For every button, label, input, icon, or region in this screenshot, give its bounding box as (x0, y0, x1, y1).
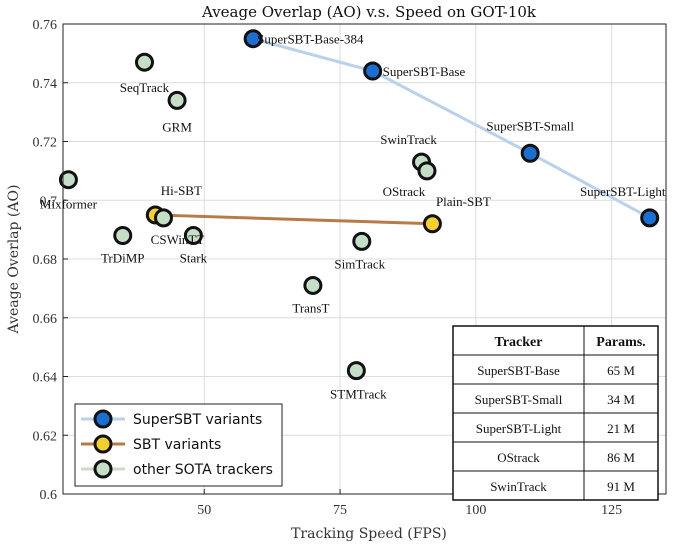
data-point-2-5 (113, 226, 133, 245)
data-point-0-3 (640, 208, 660, 228)
series-line-0 (252, 37, 651, 220)
point-label: STMTrack (330, 387, 387, 402)
y-axis-ticks: 0.6 0.62 0.64 0.66 0.68 0.7 0.72 0.74 0.76 (33, 18, 68, 503)
legend-marker-1 (93, 434, 113, 454)
x-tick-label: 100 (465, 503, 486, 518)
data-point-0-1 (363, 61, 383, 81)
data-point-2-4 (183, 226, 203, 245)
table-header-cell: Params. (596, 335, 645, 350)
table-cell: 65 M (607, 363, 635, 378)
point-label: TransT (292, 300, 329, 315)
y-tick-label: 0.6 (40, 488, 58, 503)
data-point-0-0 (243, 29, 263, 49)
y-tick-label: 0.76 (33, 18, 58, 33)
legend: SuperSBT variants SBT variants other SOTA … (74, 403, 283, 487)
series-lines (155, 37, 651, 226)
data-point-1-1 (422, 214, 442, 234)
table-cell: SwinTrack (490, 479, 547, 494)
table-cell: SuperSBT-Small (475, 392, 563, 407)
x-tick-label: 75 (333, 503, 347, 518)
point-label: SuperSBT-Small (486, 118, 574, 133)
x-tick-label: 125 (601, 503, 622, 518)
table-cell: 86 M (607, 450, 635, 465)
point-label: GRM (162, 119, 192, 134)
table-cell: SuperSBT-Base (477, 363, 560, 378)
legend-label-1: SBT variants (133, 437, 221, 453)
data-points (58, 29, 660, 381)
point-label: Plain-SBT (436, 194, 491, 209)
data-point-2-9 (303, 275, 323, 295)
point-label: SimTrack (334, 256, 385, 271)
point-label: OStrack (383, 184, 426, 199)
point-label: Stark (180, 251, 208, 266)
legend-marker-2 (93, 459, 113, 479)
point-label: SwinTrack (380, 132, 437, 147)
y-tick-label: 0.62 (33, 429, 58, 444)
table-cell: 21 M (607, 421, 635, 436)
legend-label-2: other SOTA trackers (133, 462, 273, 478)
data-point-2-2 (58, 170, 78, 190)
data-point-2-10 (346, 361, 366, 381)
y-tick-label: 0.7 (40, 194, 58, 209)
data-point-2-8 (352, 231, 372, 251)
legend-label-0: SuperSBT variants (133, 412, 262, 428)
point-label: SuperSBT-Base (383, 64, 466, 79)
data-point-0-2 (520, 143, 540, 163)
y-tick-label: 0.74 (33, 77, 58, 92)
y-tick-label: 0.68 (33, 253, 58, 268)
point-label: SuperSBT-Base-384 (257, 32, 364, 47)
data-point-2-0 (134, 52, 154, 72)
y-tick-label: 0.64 (33, 371, 58, 386)
data-point-2-1 (167, 90, 187, 110)
y-tick-label: 0.72 (33, 136, 58, 151)
data-point-2-7 (417, 161, 437, 181)
point-label: Hi-SBT (161, 183, 202, 198)
series-line-1 (155, 213, 433, 226)
point-label: Mixformer (40, 197, 98, 212)
y-tick-label: 0.66 (33, 312, 58, 327)
point-labels: SuperSBT-Base-384 SuperSBT-Base SuperSBT-S… (40, 32, 666, 402)
y-axis-label: Aveage Overlap (AO) (6, 185, 22, 335)
point-label: SuperSBT-Light (580, 184, 666, 199)
table-cell: 34 M (607, 392, 635, 407)
x-axis-label: Tracking Speed (FPS) (291, 526, 447, 542)
table-cell: SuperSBT-Light (476, 421, 562, 436)
table-header-cell: Tracker (495, 335, 543, 350)
point-label: CSWinTT (151, 232, 205, 247)
point-label: TrDiMP (101, 251, 145, 266)
chart-title: Aveage Overlap (AO) v.s. Speed on GOT-10… (201, 3, 537, 21)
table-cell: OStrack (497, 450, 540, 465)
data-point-2-3 (154, 208, 173, 228)
params-table: Tracker Params. SuperSBT-Base 65 M SuperSBT-… (452, 325, 659, 501)
point-label: SeqTrack (120, 80, 170, 95)
legend-marker-0 (93, 409, 113, 429)
x-axis-ticks: 50 75 100 125 (197, 489, 622, 518)
table-cell: 91 M (607, 479, 635, 494)
x-tick-label: 50 (197, 503, 211, 518)
